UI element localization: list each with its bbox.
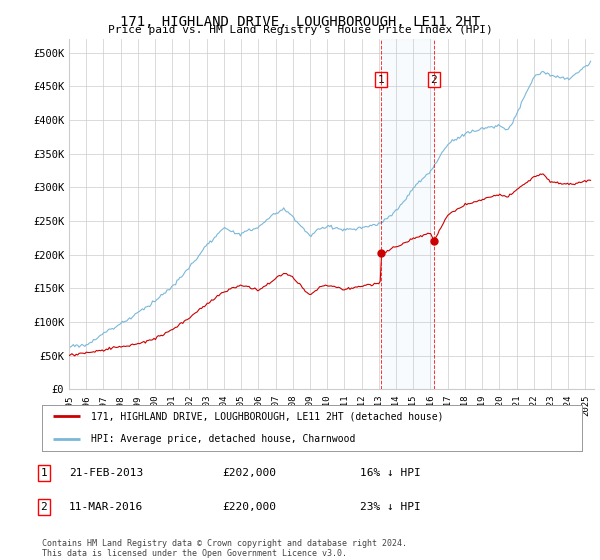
Text: 1: 1: [377, 74, 384, 85]
Text: 2: 2: [430, 74, 437, 85]
Text: 11-MAR-2016: 11-MAR-2016: [69, 502, 143, 512]
Text: £220,000: £220,000: [222, 502, 276, 512]
Text: 2: 2: [40, 502, 47, 512]
Text: £202,000: £202,000: [222, 468, 276, 478]
Text: 23% ↓ HPI: 23% ↓ HPI: [360, 502, 421, 512]
Text: 1: 1: [40, 468, 47, 478]
Text: 16% ↓ HPI: 16% ↓ HPI: [360, 468, 421, 478]
Text: 171, HIGHLAND DRIVE, LOUGHBOROUGH, LE11 2HT (detached house): 171, HIGHLAND DRIVE, LOUGHBOROUGH, LE11 …: [91, 412, 443, 421]
Text: HPI: Average price, detached house, Charnwood: HPI: Average price, detached house, Char…: [91, 435, 355, 444]
Text: 171, HIGHLAND DRIVE, LOUGHBOROUGH, LE11 2HT: 171, HIGHLAND DRIVE, LOUGHBOROUGH, LE11 …: [120, 15, 480, 29]
Bar: [381, 39, 434, 389]
Text: Contains HM Land Registry data © Crown copyright and database right 2024.
This d: Contains HM Land Registry data © Crown c…: [42, 539, 407, 558]
Text: Price paid vs. HM Land Registry's House Price Index (HPI): Price paid vs. HM Land Registry's House …: [107, 25, 493, 35]
Text: 21-FEB-2013: 21-FEB-2013: [69, 468, 143, 478]
